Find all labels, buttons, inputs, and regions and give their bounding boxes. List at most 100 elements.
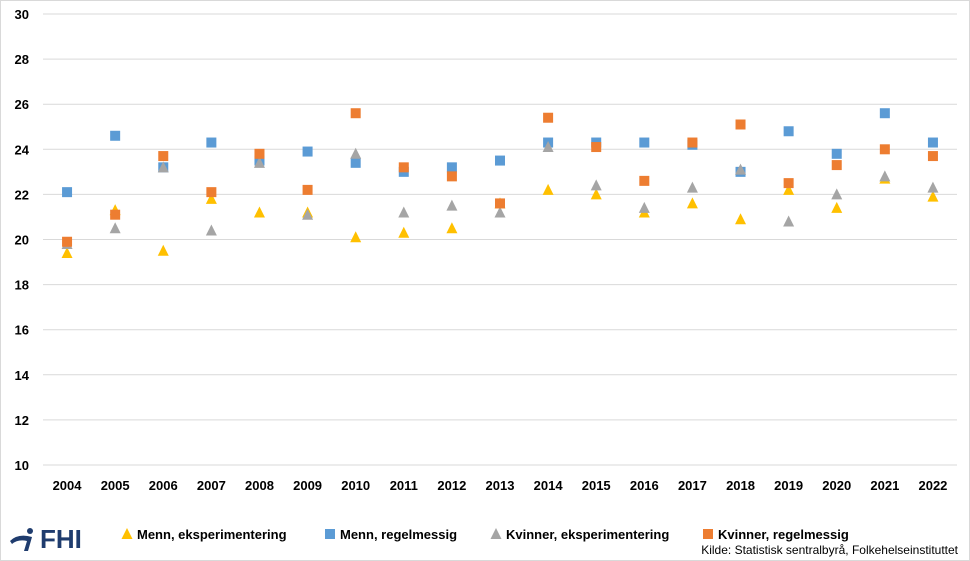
x-tick-label: 2020 (822, 478, 851, 493)
data-point (686, 197, 698, 209)
data-point (398, 162, 409, 173)
data-point (302, 184, 313, 195)
data-point (735, 119, 746, 130)
data-point (590, 179, 602, 191)
legend: Menn, eksperimentering Menn, regelmessig K… (121, 527, 849, 542)
x-tick-label: 2018 (726, 478, 755, 493)
data-point (398, 226, 410, 238)
data-point (879, 108, 890, 119)
x-tick-label: 2014 (534, 478, 564, 493)
data-point (639, 175, 650, 186)
data-point (590, 188, 602, 200)
x-tick-label: 2017 (678, 478, 707, 493)
data-point (542, 141, 554, 153)
x-tick-label: 2009 (293, 478, 322, 493)
x-tick-label: 2011 (390, 478, 418, 493)
x-tick-label: 2013 (486, 478, 515, 493)
series-2 (61, 141, 939, 250)
x-tick-label: 2021 (870, 478, 899, 493)
data-point (831, 188, 843, 200)
data-point (254, 148, 265, 159)
data-point (350, 231, 362, 243)
data-point (927, 151, 938, 162)
data-point (158, 151, 169, 162)
fhi-logo-text: FHI (40, 524, 82, 554)
data-points (61, 108, 939, 259)
x-tick-label: 2008 (245, 478, 274, 493)
data-point (927, 137, 938, 148)
x-tick-label: 2016 (630, 478, 659, 493)
data-point (495, 198, 505, 209)
y-tick-label: 26 (15, 97, 29, 112)
data-point (638, 201, 650, 213)
data-point (543, 112, 554, 123)
y-tick-label: 30 (15, 7, 29, 22)
y-tick-label: 20 (15, 233, 29, 248)
y-tick-label: 10 (15, 458, 29, 473)
data-point (542, 183, 554, 195)
legend-item: Menn, regelmessig (325, 527, 457, 542)
legend-label: Kvinner, eksperimentering (506, 527, 669, 542)
legend-marker (703, 529, 713, 539)
legend-item: Kvinner, eksperimentering (490, 527, 669, 542)
data-point (62, 187, 73, 198)
data-point (927, 181, 939, 193)
data-point (879, 170, 891, 182)
data-point (350, 147, 362, 159)
data-point (350, 108, 361, 119)
data-point (62, 236, 73, 247)
data-point (61, 247, 73, 259)
data-point (783, 126, 794, 137)
legend-marker (121, 528, 133, 539)
data-point (927, 190, 939, 202)
legend-item: Menn, eksperimentering (121, 527, 287, 542)
legend-marker (325, 529, 335, 539)
data-point (446, 162, 457, 173)
data-point (350, 157, 361, 168)
data-point (302, 208, 314, 220)
data-point (157, 244, 169, 256)
data-point (831, 201, 843, 213)
data-point (879, 144, 890, 155)
data-point (205, 224, 217, 236)
data-point (157, 161, 169, 173)
data-point (110, 130, 121, 141)
data-point (206, 187, 217, 198)
data-point (783, 178, 794, 189)
y-axis-ticks: 10 12 14 16 18 20 22 24 26 28 30 (15, 7, 30, 473)
series-1 (62, 108, 938, 198)
series-3 (62, 108, 938, 247)
x-tick-label: 2012 (437, 478, 466, 493)
data-point (110, 209, 121, 220)
y-tick-label: 28 (15, 52, 29, 67)
x-tick-label: 2004 (53, 478, 83, 493)
legend-item: Kvinner, regelmessig (703, 527, 849, 542)
data-point (783, 215, 795, 227)
data-point (446, 171, 457, 182)
data-point (735, 163, 747, 175)
data-point (494, 206, 506, 218)
legend-label: Menn, eksperimentering (137, 527, 287, 542)
fhi-logo: FHI (8, 524, 82, 555)
x-tick-label: 2006 (149, 478, 178, 493)
legend-label: Kvinner, regelmessig (718, 527, 849, 542)
legend-marker (490, 528, 502, 539)
y-tick-label: 14 (15, 368, 30, 383)
y-tick-label: 22 (15, 187, 29, 202)
source-note: Kilde: Statistisk sentralbyrå, Folkehels… (701, 543, 958, 557)
grid-lines (43, 13, 957, 466)
y-tick-label: 16 (15, 323, 29, 338)
data-point (783, 183, 795, 195)
data-point (446, 222, 458, 234)
x-tick-label: 2005 (101, 478, 130, 493)
data-point (398, 206, 410, 218)
data-point (109, 222, 121, 234)
x-tick-label: 2015 (582, 478, 611, 493)
fhi-logo-icon (10, 527, 33, 551)
data-point (831, 160, 842, 171)
data-point (495, 155, 505, 166)
y-tick-label: 12 (15, 413, 29, 428)
data-point (639, 137, 650, 148)
data-point (302, 146, 313, 157)
